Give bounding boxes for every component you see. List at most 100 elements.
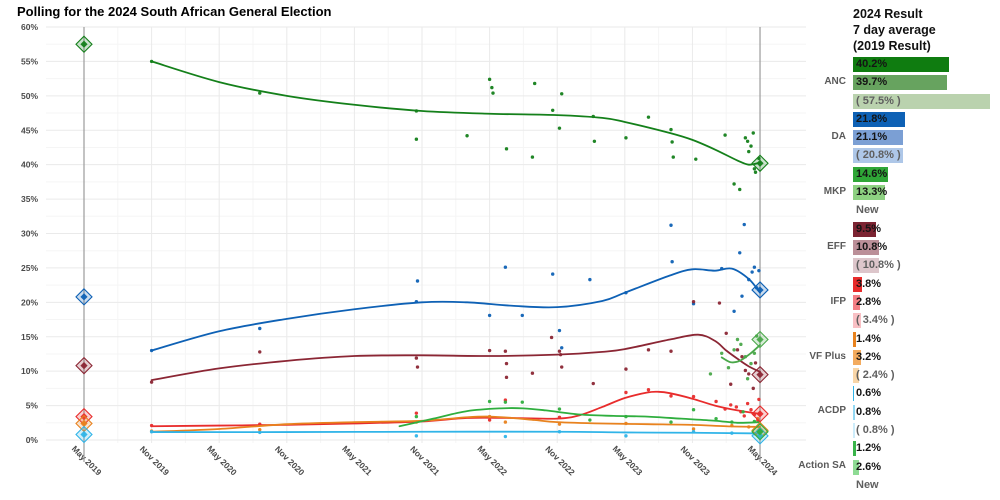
bar-fill bbox=[853, 349, 861, 365]
bar-value-text: 13.3% bbox=[856, 186, 888, 199]
bar-fill bbox=[853, 368, 859, 384]
bar-value-text: 9.5% bbox=[856, 222, 882, 235]
svg-text:May 2021: May 2021 bbox=[340, 444, 374, 478]
bar-value-text: 40.2% bbox=[856, 58, 888, 70]
x-axis-labels: May 2019 Nov 2019 May 2020 Nov 2020 May 2021… bbox=[70, 444, 780, 478]
series-eff bbox=[149, 299, 761, 391]
bar-fill bbox=[853, 276, 863, 292]
bar-fill bbox=[853, 239, 879, 255]
bar-2019-result-mkp: New bbox=[853, 203, 1000, 218]
bar-value-text: 10.8% bbox=[856, 240, 888, 253]
result-2024-marker-da bbox=[751, 281, 769, 299]
party-result-da: DA 21.8% 21.1% ( 20.8% ) bbox=[832, 111, 1000, 167]
svg-text:60%: 60% bbox=[21, 22, 38, 32]
svg-text:0%: 0% bbox=[26, 435, 39, 445]
bar-fill bbox=[853, 441, 856, 457]
bar-value-text: 2.8% bbox=[856, 295, 882, 308]
svg-text:May 2023: May 2023 bbox=[611, 444, 645, 478]
svg-text:Nov 2022: Nov 2022 bbox=[543, 444, 577, 478]
bar-value-text: 0.6% bbox=[856, 387, 882, 400]
bar-2019-result-da: ( 20.8% ) bbox=[853, 148, 1000, 164]
bar-2019-result-vf-plus: ( 2.4% ) bbox=[853, 368, 1000, 384]
bar-fill bbox=[853, 75, 948, 91]
trend-line-eff bbox=[150, 333, 761, 382]
svg-text:Nov 2019: Nov 2019 bbox=[138, 444, 172, 478]
bar-value-text: 3.8% bbox=[856, 277, 882, 290]
result-2024-marker-action-sa bbox=[751, 422, 769, 441]
poll-points-eff bbox=[149, 299, 758, 391]
bar-value-text: 21.1% bbox=[856, 131, 888, 144]
bar-fill bbox=[853, 422, 855, 438]
result-2024-marker-acdp bbox=[751, 427, 769, 445]
bar-value-text: ( 0.8% ) bbox=[856, 423, 895, 436]
bar-value-text: ( 2.4% ) bbox=[856, 369, 895, 382]
bar-fill bbox=[853, 166, 888, 182]
bar-fill bbox=[853, 111, 905, 127]
bar-2024-result-action-sa: 1.2% bbox=[853, 441, 1000, 457]
series-anc bbox=[149, 59, 761, 192]
panel-header-line-2: 7 day average bbox=[853, 23, 936, 37]
series-da bbox=[149, 222, 761, 353]
panel-header: 2024 Result 7 day average (2019 Result) bbox=[853, 6, 936, 54]
bar-fill bbox=[853, 404, 855, 420]
party-result-anc: ANC 40.2% 39.7% ( 57.5% ) bbox=[824, 57, 1000, 112]
party-result-action-sa: Action SA 1.2% 2.6% New bbox=[798, 441, 1000, 496]
trend-line-vf-plus bbox=[150, 415, 761, 433]
trend-line-acdp bbox=[150, 430, 761, 435]
bar-value-text: 3.2% bbox=[856, 350, 882, 363]
party-label-mkp: MKP bbox=[823, 185, 846, 197]
result-2019-marker-eff bbox=[75, 356, 93, 375]
party-result-ifp: IFP 3.8% 2.8% ( 3.4% ) bbox=[830, 276, 1000, 332]
svg-text:Nov 2020: Nov 2020 bbox=[273, 444, 307, 478]
bar-fill bbox=[853, 93, 990, 109]
bar-2024-result-eff: 9.5% bbox=[853, 221, 1000, 237]
bar-2024-result-vf-plus: 1.4% bbox=[853, 331, 1000, 347]
chart-grid bbox=[46, 26, 806, 443]
party-label-anc: ANC bbox=[824, 76, 846, 87]
bar-fill bbox=[853, 294, 860, 310]
svg-text:45%: 45% bbox=[21, 125, 38, 135]
party-result-vf-plus: VF Plus 1.4% 3.2% ( 2.4% ) bbox=[809, 331, 1000, 387]
series-ifp bbox=[149, 388, 761, 428]
bar-2024-result-anc: 40.2% bbox=[853, 57, 1000, 72]
bar-7day-average-vf-plus: 3.2% bbox=[853, 349, 1000, 365]
bar-7day-average-action-sa: 2.6% bbox=[853, 459, 1000, 475]
svg-text:Nov 2021: Nov 2021 bbox=[408, 444, 442, 478]
svg-text:10%: 10% bbox=[21, 366, 38, 376]
bar-value-text: ( 10.8% ) bbox=[856, 259, 901, 272]
bar-2024-result-da: 21.8% bbox=[853, 111, 1000, 127]
result-2019-marker-acdp bbox=[75, 425, 93, 444]
svg-text:50%: 50% bbox=[21, 91, 38, 101]
bar-value-text: New bbox=[856, 478, 879, 491]
bar-7day-average-da: 21.1% bbox=[853, 130, 1000, 146]
bar-fill bbox=[853, 386, 855, 402]
bar-2019-result-anc: ( 57.5% ) bbox=[853, 93, 1000, 109]
panel-header-line-3: (2019 Result) bbox=[853, 39, 931, 53]
bar-7day-average-anc: 39.7% bbox=[853, 75, 1000, 91]
result-2019-marker-anc bbox=[75, 35, 93, 53]
bar-value-text: New bbox=[856, 204, 879, 217]
bar-value-text: 14.6% bbox=[856, 167, 888, 180]
trend-line-action-sa bbox=[398, 407, 761, 428]
poll-points-mkp bbox=[708, 334, 759, 381]
bar-fill bbox=[853, 331, 857, 347]
svg-text:15%: 15% bbox=[21, 332, 38, 342]
svg-text:25%: 25% bbox=[21, 263, 38, 273]
party-label-vf-plus: VF Plus bbox=[809, 350, 846, 362]
bar-value-text: 2.6% bbox=[856, 460, 882, 473]
bar-value-text: ( 3.4% ) bbox=[856, 314, 895, 327]
trend-line-mkp bbox=[720, 344, 761, 364]
result-2024-marker-anc bbox=[751, 154, 769, 173]
party-label-da: DA bbox=[831, 130, 846, 142]
party-label-eff: EFF bbox=[827, 240, 846, 252]
party-label-ifp: IFP bbox=[830, 295, 846, 307]
result-2024-marker-mkp bbox=[751, 330, 769, 349]
bar-value-text: ( 57.5% ) bbox=[856, 94, 901, 107]
bar-fill bbox=[853, 148, 903, 164]
series-acdp bbox=[149, 430, 761, 439]
svg-text:55%: 55% bbox=[21, 56, 38, 66]
bar-2024-result-ifp: 3.8% bbox=[853, 276, 1000, 292]
bar-7day-average-acdp: 0.8% bbox=[853, 404, 1000, 420]
y-axis-labels: 0% 5% 10% 15% 20% 25% 30% 35% 40% 45% 50% 55% 60% bbox=[21, 22, 38, 445]
